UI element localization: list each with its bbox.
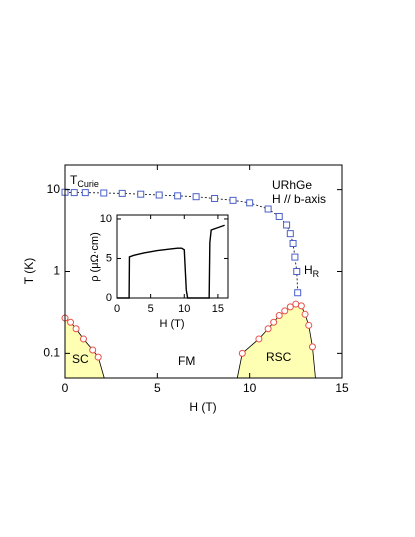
annotation: URhGe <box>272 178 312 192</box>
x-tick-label: 10 <box>178 303 190 315</box>
circle-marker <box>305 321 313 329</box>
y-axis-label: ρ (μΩ·cm) <box>89 232 101 282</box>
circle-marker <box>286 303 294 311</box>
x-tick-label: 0 <box>114 303 120 315</box>
square-marker <box>211 194 219 202</box>
square-marker <box>174 192 182 200</box>
y-tick-label: 1 <box>53 264 60 278</box>
circle-marker <box>67 318 75 326</box>
annotation: RSC <box>266 350 292 364</box>
annotation: H // b-axis <box>272 192 326 206</box>
annotation-text: H <box>304 263 313 277</box>
circle-marker <box>264 325 272 333</box>
circle-marker <box>275 312 283 320</box>
square-marker <box>286 230 294 238</box>
y-tick-label: 10 <box>47 182 61 196</box>
y-tick-label: 5 <box>106 252 112 264</box>
square-marker <box>293 268 301 275</box>
circle-marker <box>301 310 309 318</box>
square-marker <box>100 189 108 197</box>
square-marker <box>275 212 283 220</box>
annotation-text: SC <box>72 352 89 366</box>
x-axis-label: H (T) <box>159 318 184 330</box>
square-marker <box>155 191 163 199</box>
x-tick-label: 10 <box>243 381 257 395</box>
circle-marker <box>72 325 80 333</box>
annotation-text: T <box>70 173 78 187</box>
square-marker <box>264 205 272 213</box>
plot-frame <box>116 214 229 299</box>
square-marker <box>294 289 302 297</box>
circle-marker <box>238 349 246 357</box>
x-axis-label: H (T) <box>189 400 216 414</box>
square-marker <box>289 239 297 247</box>
y-tick-label: 0.1 <box>43 346 60 360</box>
square-marker <box>137 190 145 198</box>
square-marker <box>291 253 299 261</box>
annotation-text: FM <box>178 354 195 368</box>
annotation-text: URhGe <box>272 178 312 192</box>
data-line <box>117 224 225 299</box>
annotation-subscript: Curie <box>77 179 99 189</box>
x-tick-label: 15 <box>335 381 349 395</box>
y-tick-label: 0 <box>106 292 112 304</box>
plot-background <box>117 215 228 298</box>
annotation: SC <box>72 352 89 366</box>
annotation-subscript: R <box>313 269 320 279</box>
circle-marker <box>79 335 87 343</box>
square-marker <box>283 221 291 229</box>
annotation: HR <box>304 263 320 279</box>
square-marker <box>70 189 78 197</box>
x-tick-label: 5 <box>154 381 161 395</box>
annotation-text: H // b-axis <box>272 192 326 206</box>
square-marker <box>229 196 237 204</box>
circle-marker <box>89 346 97 354</box>
annotation: TCurie <box>70 173 99 189</box>
plot-1: 0 5 10 15 0 5 10 H (T) ρ (μΩ·cm) <box>89 213 229 330</box>
square-marker <box>192 193 200 201</box>
y-axis-label: T (K) <box>22 258 36 284</box>
annotation: FM <box>178 354 195 368</box>
circle-marker <box>94 353 102 361</box>
circle-marker <box>297 302 305 310</box>
x-tick-label: 5 <box>148 303 154 315</box>
circle-marker <box>255 335 263 343</box>
circle-marker <box>281 307 289 315</box>
square-marker <box>246 199 254 207</box>
x-tick-label: 15 <box>212 303 224 315</box>
y-tick-label: 10 <box>100 213 112 225</box>
circle-marker <box>270 318 278 326</box>
x-tick-label: 0 <box>62 381 69 395</box>
square-marker <box>81 189 89 197</box>
square-marker <box>118 189 126 197</box>
circle-marker <box>308 343 316 351</box>
annotation-text: RSC <box>266 350 292 364</box>
